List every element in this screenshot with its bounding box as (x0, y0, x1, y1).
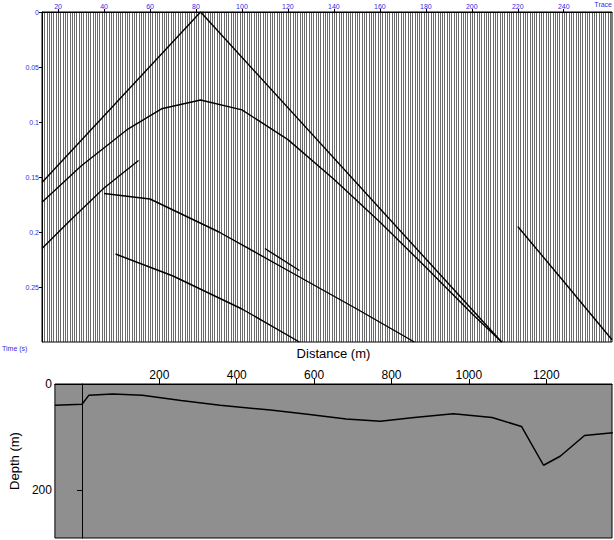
svg-text:200: 200 (32, 483, 52, 497)
svg-text:80: 80 (192, 3, 200, 10)
svg-text:0.15: 0.15 (25, 174, 39, 181)
svg-text:1000: 1000 (456, 368, 483, 382)
svg-text:Trace: Trace (594, 1, 612, 8)
svg-text:0: 0 (45, 377, 52, 391)
svg-text:220: 220 (512, 3, 524, 10)
svg-text:0: 0 (35, 9, 39, 16)
svg-text:180: 180 (420, 3, 432, 10)
svg-text:0.05: 0.05 (25, 64, 39, 71)
svg-text:140: 140 (328, 3, 340, 10)
svg-text:240: 240 (558, 3, 570, 10)
svg-text:Depth (m): Depth (m) (7, 432, 22, 490)
svg-text:0.1: 0.1 (29, 119, 39, 126)
svg-text:40: 40 (100, 3, 108, 10)
svg-text:160: 160 (374, 3, 386, 10)
svg-text:100: 100 (236, 3, 248, 10)
svg-text:Distance (m): Distance (m) (297, 346, 371, 361)
svg-text:600: 600 (304, 368, 324, 382)
svg-text:120: 120 (282, 3, 294, 10)
svg-text:200: 200 (149, 368, 169, 382)
svg-text:200: 200 (466, 3, 478, 10)
svg-text:400: 400 (227, 368, 247, 382)
svg-text:0.2: 0.2 (29, 229, 39, 236)
svg-text:Time (s): Time (s) (2, 345, 27, 353)
svg-text:60: 60 (146, 3, 154, 10)
svg-text:1200: 1200 (533, 368, 560, 382)
svg-text:20: 20 (54, 3, 62, 10)
svg-text:800: 800 (381, 368, 401, 382)
svg-text:0.25: 0.25 (25, 284, 39, 291)
